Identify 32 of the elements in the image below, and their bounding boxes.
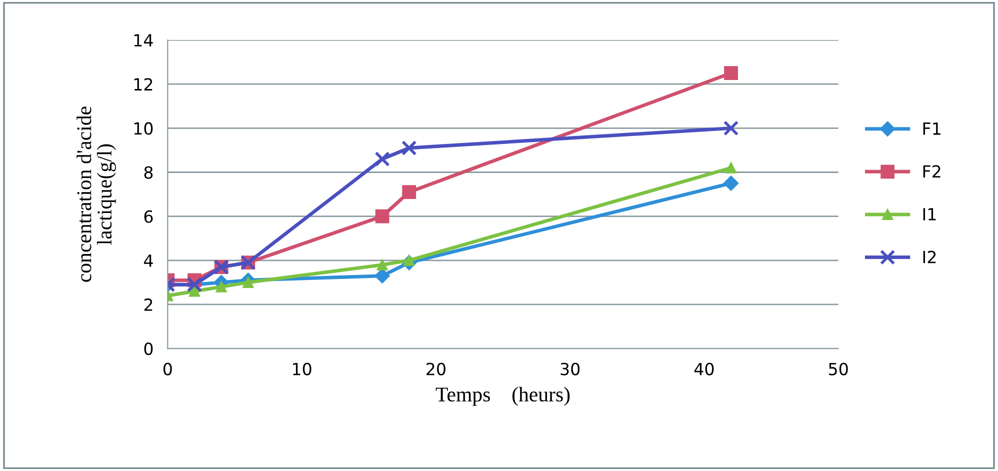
y-tick-label: 2 [144,298,152,311]
point [375,209,390,224]
y-tick-label: 14 [134,34,153,46]
x-tick-label: 30 [560,362,580,376]
point [725,162,737,174]
point [374,268,390,284]
point [374,151,390,167]
y-tick-label: 12 [134,78,152,90]
point [401,140,417,156]
legend-label: I2 [923,250,936,264]
x-tick-label: 0 [163,362,172,376]
point [723,176,739,191]
point [402,185,416,200]
x-axis-title: Temps (heurs) [436,386,570,406]
x-tick-label: 10 [293,362,312,376]
point [216,281,227,292]
y-axis-title: concentration d'acide lactique(g/l) [76,106,116,282]
x-tick-label: 20 [426,362,446,376]
point [724,66,738,80]
point [376,259,388,270]
y-tick-label: 4 [144,254,153,267]
legend-label: F1 [923,122,940,135]
y-tick-label: 6 [144,210,153,223]
x-tick-label: 50 [829,362,848,376]
legend-label: I1 [923,208,936,220]
point [188,286,200,297]
y-tick-label: 0 [144,342,153,356]
y-tick-label: 8 [144,166,153,179]
x-tick-label: 40 [694,362,714,376]
legend-label: F2 [923,165,940,178]
point [723,120,739,136]
y-tick-label: 10 [134,122,153,135]
